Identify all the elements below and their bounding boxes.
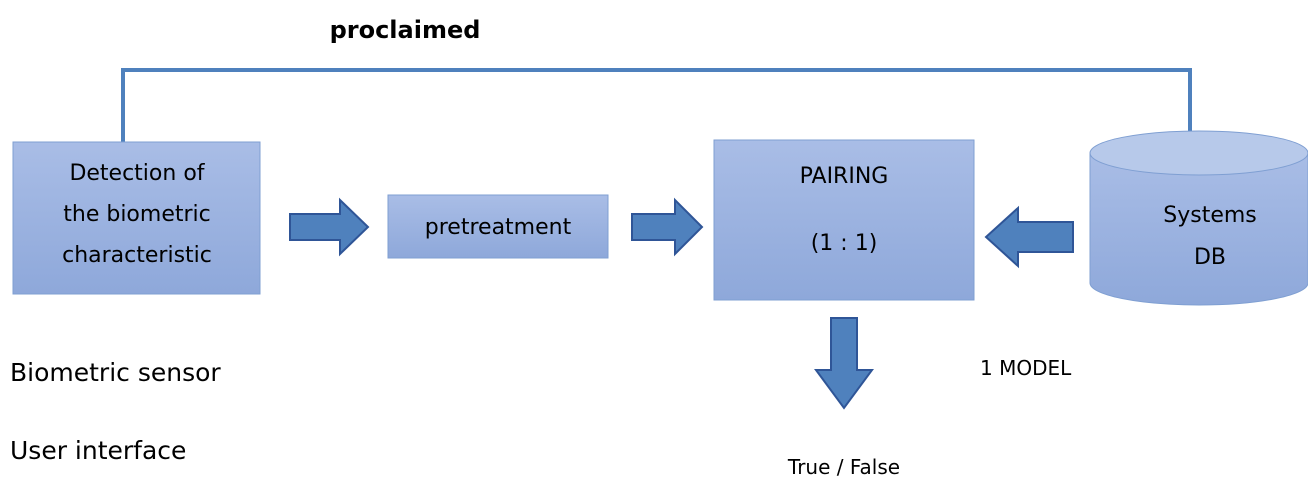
arrow bbox=[289, 197, 370, 257]
node-label: Systems bbox=[1163, 203, 1257, 228]
node-label: DB bbox=[1194, 245, 1226, 270]
arrow bbox=[631, 197, 704, 257]
caption: 1 MODEL bbox=[980, 356, 1072, 380]
title: proclaimed bbox=[330, 16, 481, 44]
caption: True / False bbox=[787, 455, 900, 479]
database-top bbox=[1089, 130, 1308, 176]
arrow bbox=[814, 317, 874, 410]
node-label: (1 : 1) bbox=[811, 231, 878, 256]
node-box bbox=[12, 141, 261, 295]
node-box bbox=[387, 194, 609, 259]
node-label: the biometric bbox=[63, 202, 210, 227]
caption: User interface bbox=[10, 436, 186, 465]
node-label: Detection of bbox=[69, 161, 205, 186]
node-label: pretreatment bbox=[425, 215, 572, 240]
feedback-line bbox=[121, 68, 1192, 152]
node-box bbox=[713, 139, 975, 301]
caption: Biometric sensor bbox=[10, 358, 221, 387]
database bbox=[1089, 153, 1308, 306]
node-label: characteristic bbox=[62, 243, 212, 268]
arrow bbox=[984, 205, 1074, 269]
node-label: PAIRING bbox=[800, 164, 889, 189]
